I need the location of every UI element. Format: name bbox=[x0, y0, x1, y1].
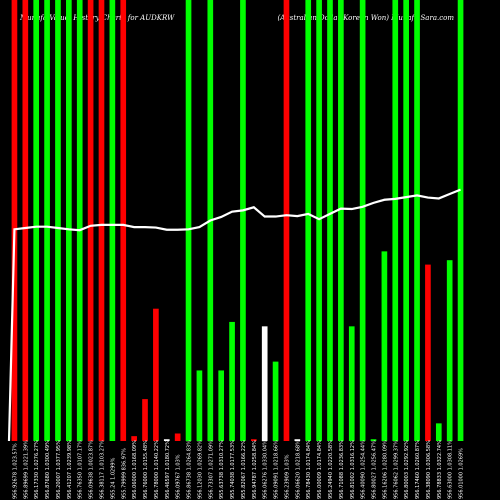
x-tick-label: 956.87680 1.0300.49% bbox=[45, 440, 51, 499]
bar bbox=[261, 326, 268, 441]
bar bbox=[370, 439, 377, 441]
x-tick-label: 956.24940 1.0220.58% bbox=[328, 440, 334, 499]
x-tick-label: 956.63000 1.0308.11% bbox=[448, 440, 454, 499]
x-tick-label: 956.23909 1.03% bbox=[284, 454, 290, 499]
bar bbox=[359, 0, 366, 441]
x-tick-label: 956.76350 1.0107.17% bbox=[78, 440, 84, 499]
trend-line bbox=[7, 188, 461, 442]
x-tick-label: 956.86738 1.0264.83% bbox=[187, 440, 193, 499]
bar bbox=[66, 0, 72, 441]
x-tick-label: 956.76000 1.0155.48% bbox=[143, 440, 149, 499]
x-tick-label: 955.63738 1.0310.27% bbox=[219, 440, 225, 499]
bar bbox=[153, 308, 159, 441]
x-tick-label: 956.09091 1.0218.66% bbox=[274, 440, 280, 499]
bar bbox=[457, 0, 464, 441]
x-tick-label: 956.06000 1.0168.09% bbox=[132, 440, 138, 499]
x-tick-label: 956.41207 1.0239.98% bbox=[67, 440, 73, 499]
x-tick-label: 956.01000 1.0269% bbox=[459, 448, 465, 499]
x-tick-label: 956.80027 1.0256.47% bbox=[372, 440, 378, 499]
chart-title: Munafa Value, History Charts for AUDKRW bbox=[20, 14, 175, 22]
x-tick-label: 956.80003 1.0292.92% bbox=[404, 440, 410, 499]
bar bbox=[435, 423, 442, 441]
x-tick-label: 956.78430 1.0174.84% bbox=[306, 440, 312, 499]
bar bbox=[163, 439, 170, 441]
x-tick-label: 956.09767 1.03% bbox=[176, 454, 182, 499]
x-tick-label: 956.16206 1.0280.09% bbox=[382, 440, 388, 499]
bar bbox=[316, 0, 322, 441]
bar bbox=[11, 0, 18, 441]
x-tick-label: 955.82067 1.0166.22% bbox=[241, 440, 247, 499]
bar bbox=[272, 361, 279, 441]
bar bbox=[348, 326, 355, 441]
x-tick-label: 956.76062 1.0299.37% bbox=[393, 440, 399, 499]
x-tick-label: 955.24 1.0299% bbox=[110, 457, 116, 499]
x-tick-label: 956.00009 1.0174.84% bbox=[317, 440, 323, 499]
bars-group bbox=[11, 0, 464, 441]
chart-subtitle: (Australian Dollar Korean Won) Munafa Sa… bbox=[277, 14, 454, 22]
x-tick-label: 956.17460 1.0260.87% bbox=[415, 440, 421, 499]
bar bbox=[381, 251, 388, 441]
x-tick-label: 956.06620 1.0218.68% bbox=[295, 440, 301, 499]
x-tick-label: 956.20007 1.0377.95% bbox=[56, 440, 62, 499]
bar bbox=[131, 436, 137, 441]
x-tick-label: 956.17330 1.0276.27% bbox=[34, 440, 40, 499]
bar bbox=[218, 370, 225, 441]
bar bbox=[250, 439, 257, 441]
bar bbox=[240, 0, 246, 441]
x-tick-label: 956.78833 1.0322.74% bbox=[437, 440, 443, 499]
bar bbox=[109, 0, 116, 441]
bar bbox=[446, 260, 453, 441]
x-tick-labels: 956.92678 1.023.57% 956.89699 1.0221.39% 9… bbox=[12, 440, 464, 499]
x-tick-label: 956.94787 1.0258.84% bbox=[252, 440, 258, 499]
bar bbox=[403, 0, 409, 441]
bar bbox=[22, 0, 29, 441]
x-tick-label: 956.12030 1.0269.82% bbox=[197, 440, 203, 499]
x-tick-label: 956.46597 1.0180.72% bbox=[165, 440, 171, 499]
x-tick-label: 956.71088 1.0236.83% bbox=[339, 440, 345, 499]
x-tick-label: 956.09638 1.0023.87% bbox=[89, 440, 95, 499]
bar bbox=[392, 0, 399, 441]
bar bbox=[44, 0, 50, 441]
x-tick-label: 956.38090 1.0306.58% bbox=[426, 440, 432, 499]
bar bbox=[294, 439, 301, 441]
x-tick-label: 956.73307 1.0271.09% bbox=[208, 440, 214, 499]
x-tick-label: 956.06276 1.0330.04% bbox=[263, 440, 269, 499]
x-tick-label: 956.40090 1.0254.44% bbox=[361, 440, 367, 499]
bar bbox=[229, 321, 235, 441]
bar bbox=[142, 399, 148, 441]
bar bbox=[87, 0, 94, 441]
bar bbox=[283, 0, 290, 441]
bar bbox=[327, 0, 333, 441]
x-tick-label: 955.79999 836.97% bbox=[121, 448, 127, 499]
x-tick-label: 956.89699 1.0221.39% bbox=[23, 440, 29, 499]
bar bbox=[425, 264, 431, 441]
bar bbox=[76, 0, 83, 441]
bar bbox=[196, 370, 203, 441]
x-tick-label: 956.92678 1.023.57% bbox=[12, 443, 18, 499]
x-tick-label: 956.81002 1.0316.12% bbox=[350, 440, 356, 499]
x-tick-label: 956.38117 1.0103.27% bbox=[99, 440, 105, 499]
bar bbox=[55, 0, 61, 441]
x-tick-label: 956.78000 1.0140.22% bbox=[154, 440, 160, 499]
x-tick-label: 955.74038 1.0177.53% bbox=[230, 440, 236, 499]
bar bbox=[414, 0, 420, 441]
bar bbox=[174, 433, 181, 441]
bar bbox=[33, 0, 40, 441]
bar bbox=[338, 0, 344, 441]
bar bbox=[120, 0, 127, 441]
bar bbox=[305, 0, 312, 441]
bar bbox=[98, 0, 105, 441]
bar bbox=[185, 0, 192, 441]
